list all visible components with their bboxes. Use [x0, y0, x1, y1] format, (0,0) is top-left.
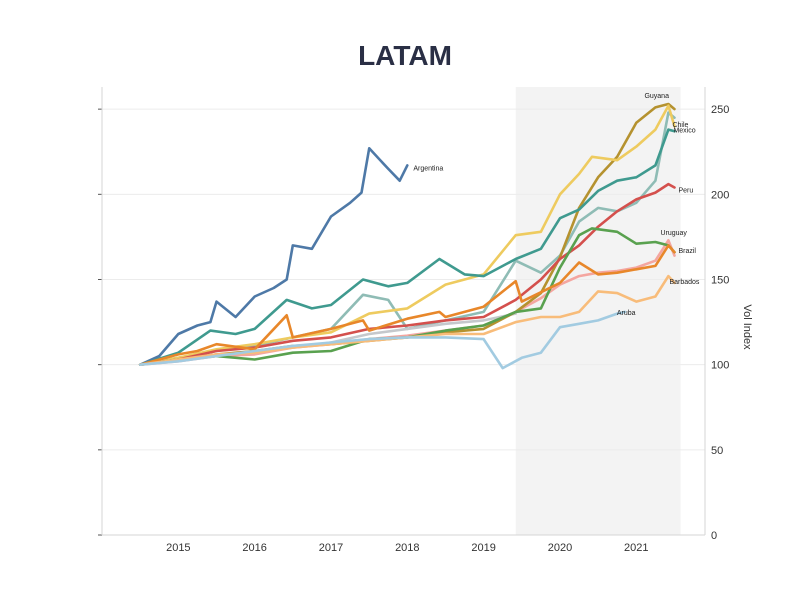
- series-label-chile: Chile: [672, 122, 688, 129]
- y-tick-label: 250: [711, 104, 729, 116]
- highlight-band-layer: [515, 87, 681, 535]
- x-tick-label: 2021: [624, 542, 648, 554]
- series-label-argentina: Argentina: [413, 165, 443, 172]
- x-tick-label: 2020: [548, 542, 572, 554]
- y-tick-label: 100: [711, 360, 729, 372]
- series-label-peru: Peru: [678, 188, 693, 195]
- x-tick-label: 2017: [319, 542, 343, 554]
- series-label-barbados: Barbados: [669, 279, 699, 286]
- series-line-aruba: [138, 310, 627, 370]
- x-tick-label: 2015: [166, 542, 190, 554]
- series-label-uruguay: Uruguay: [660, 230, 687, 237]
- x-tick-label: 2016: [242, 542, 266, 554]
- series-line-uruguay: [138, 227, 676, 367]
- series-line-barbados: [138, 274, 676, 367]
- series-label-guyana: Guyana: [644, 93, 669, 100]
- y-tick-label: 200: [711, 189, 729, 201]
- x-tick-label: 2019: [471, 542, 495, 554]
- axis-layer: 0 50 100 150 200 250 2015 2016 2017 2018 2019 2020 2…: [98, 87, 729, 554]
- series-label-brazil: Brazil: [678, 248, 696, 255]
- series-line-mexico: [138, 128, 676, 367]
- y-tick-label: 0: [711, 530, 717, 542]
- grid-layer: [102, 108, 705, 451]
- y-tick-label: 50: [711, 445, 723, 457]
- chart-title: LATAM: [358, 40, 452, 71]
- forecast-highlight-band: [515, 87, 681, 535]
- y-axis-title: Vol Index: [741, 304, 753, 350]
- series-line-brazil: [138, 244, 676, 367]
- series-label-mexico: Mexico: [673, 127, 695, 134]
- series-layer: [138, 102, 676, 370]
- series-line-peru: [138, 182, 676, 367]
- series-line-argentina: [138, 147, 409, 367]
- series-label-aruba: Aruba: [617, 310, 636, 317]
- y-tick-label: 150: [711, 274, 729, 286]
- x-tick-label: 2018: [395, 542, 419, 554]
